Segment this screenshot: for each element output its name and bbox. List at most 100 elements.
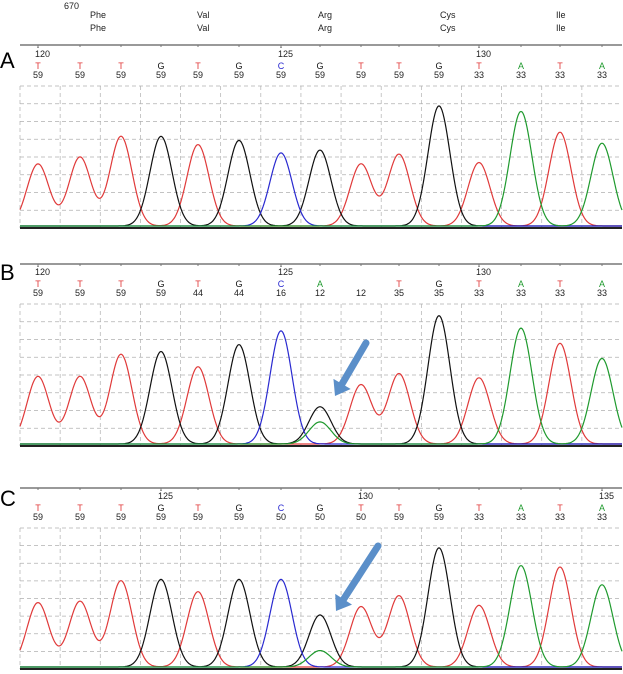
- quality-score: 44: [193, 288, 203, 298]
- trace-A: [20, 564, 623, 668]
- arrow-head: [335, 593, 352, 611]
- base-call: G: [316, 61, 323, 71]
- quality-score: 59: [315, 70, 325, 80]
- quality-score: 50: [276, 512, 286, 522]
- position-number: 120: [35, 267, 50, 277]
- base-call: T: [358, 61, 364, 71]
- quality-score: 33: [474, 512, 484, 522]
- base-call: G: [435, 61, 442, 71]
- base-call: T: [118, 503, 124, 513]
- base-call: T: [118, 61, 124, 71]
- base-call: G: [316, 503, 323, 513]
- quality-score: 59: [193, 70, 203, 80]
- quality-score: 59: [234, 512, 244, 522]
- base-call: T: [35, 503, 41, 513]
- quality-score: 33: [597, 70, 607, 80]
- base-call: T: [476, 61, 482, 71]
- quality-score: 59: [75, 512, 85, 522]
- quality-score: 59: [156, 512, 166, 522]
- base-call: T: [195, 61, 201, 71]
- base-call: C: [278, 503, 285, 513]
- base-call: C: [278, 279, 285, 289]
- base-call: T: [195, 279, 201, 289]
- quality-score: 59: [33, 288, 43, 298]
- quality-score: 33: [474, 288, 484, 298]
- base-call: A: [518, 503, 524, 513]
- amino-acid-label: Ile: [556, 23, 566, 33]
- position-number: 135: [599, 491, 614, 501]
- quality-score: 33: [516, 512, 526, 522]
- quality-score: 59: [75, 70, 85, 80]
- codon-position-number: 670: [64, 1, 79, 11]
- quality-score: 33: [597, 288, 607, 298]
- quality-score: 59: [234, 70, 244, 80]
- trace-C: [20, 152, 622, 227]
- quality-score: 16: [276, 288, 286, 298]
- base-call: A: [599, 503, 605, 513]
- quality-score: 59: [33, 70, 43, 80]
- quality-score: 33: [516, 70, 526, 80]
- quality-score: 59: [116, 70, 126, 80]
- amino-acid-label: Val: [197, 10, 209, 20]
- base-call: A: [599, 279, 605, 289]
- base-call: T: [118, 279, 124, 289]
- quality-score: 59: [156, 288, 166, 298]
- quality-score: 59: [116, 512, 126, 522]
- base-call: G: [157, 279, 164, 289]
- quality-score: 59: [434, 512, 444, 522]
- quality-score: 44: [234, 288, 244, 298]
- base-call: G: [435, 279, 442, 289]
- amino-acid-label: Phe: [90, 10, 106, 20]
- base-call: A: [518, 279, 524, 289]
- quality-score: 12: [356, 288, 366, 298]
- base-call: G: [235, 61, 242, 71]
- quality-score: 59: [394, 512, 404, 522]
- quality-score: 33: [555, 70, 565, 80]
- position-number: 130: [476, 49, 491, 59]
- base-call: T: [35, 61, 41, 71]
- quality-score: 59: [116, 288, 126, 298]
- base-call: T: [557, 61, 563, 71]
- amino-acid-label: Ile: [556, 10, 566, 20]
- trace-T: [19, 131, 622, 227]
- panel-label: A: [0, 48, 15, 73]
- quality-score: 35: [394, 288, 404, 298]
- base-call: T: [396, 279, 402, 289]
- base-call: G: [157, 61, 164, 71]
- base-call: T: [396, 61, 402, 71]
- blue-arrow-icon: [333, 339, 370, 396]
- amino-acid-label: Phe: [90, 23, 106, 33]
- base-call: G: [235, 503, 242, 513]
- arrow-shaft: [338, 339, 370, 388]
- trace-G: [20, 315, 622, 445]
- quality-score: 59: [193, 512, 203, 522]
- quality-score: 33: [597, 512, 607, 522]
- chromatogram-panels: A 120 125 130T59T59T59G59T59G59C59G59T59T59…: [0, 44, 623, 670]
- base-call: A: [599, 61, 605, 71]
- quality-score: 35: [434, 288, 444, 298]
- base-call: T: [35, 279, 41, 289]
- base-call: T: [77, 61, 83, 71]
- amino-acid-label: Cys: [440, 23, 456, 33]
- trace-A: [20, 110, 623, 227]
- amino-acid-header: 670 Phe Val Arg Cys Ile Phe Val Arg Cys Ile: [64, 1, 566, 33]
- base-call: G: [157, 503, 164, 513]
- quality-score: 33: [516, 288, 526, 298]
- quality-score: 12: [315, 288, 325, 298]
- trace-T: [19, 566, 622, 668]
- base-call: A: [317, 279, 323, 289]
- base-call: T: [77, 279, 83, 289]
- quality-score: 59: [394, 70, 404, 80]
- base-call: G: [235, 279, 242, 289]
- position-number: 130: [476, 267, 491, 277]
- quality-score: 33: [555, 288, 565, 298]
- quality-score: 50: [315, 512, 325, 522]
- position-number: 125: [278, 267, 293, 277]
- chromatogram-panel-A: A 120 125 130T59T59T59G59T59G59C59G59T59T59…: [0, 44, 623, 229]
- base-call: T: [557, 279, 563, 289]
- quality-score: 59: [276, 70, 286, 80]
- chromatogram-panel-C: C 125 130 135T59T59T59G59T59G59C50G50T50T59…: [0, 486, 623, 670]
- grid: [19, 527, 622, 670]
